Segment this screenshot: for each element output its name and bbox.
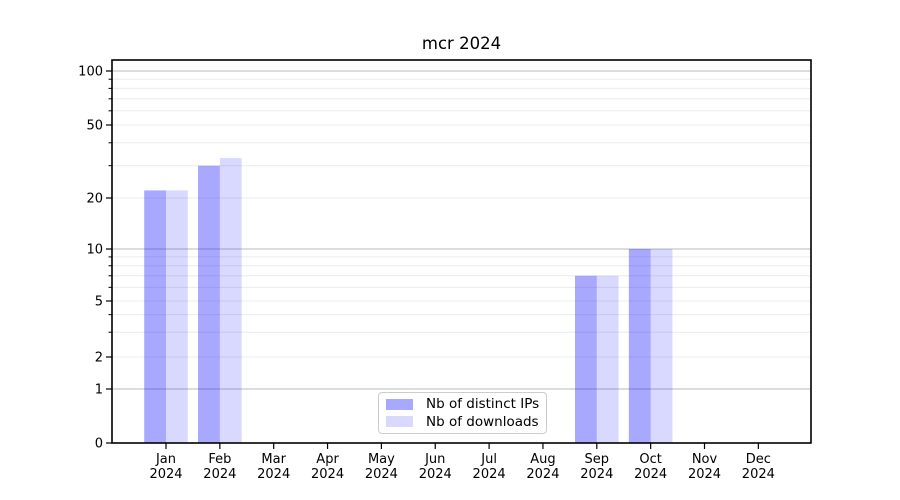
x-tick-label-month-jul: Jul xyxy=(480,452,497,467)
bar-sep-downloads xyxy=(596,275,619,443)
x-tick-label-month-jun: Jun xyxy=(424,452,445,467)
x-tick-label-month-may: May xyxy=(368,452,395,467)
legend-swatch-downloads-icon xyxy=(386,416,413,428)
y-tick-label-20: 20 xyxy=(86,192,103,207)
legend-label-distinct-ips: Nb of distinct IPs xyxy=(426,396,540,413)
y-tick-label-2: 2 xyxy=(95,351,103,366)
x-tick-label-month-apr: Apr xyxy=(316,452,339,467)
legend: Nb of distinct IPs Nb of downloads xyxy=(378,392,547,434)
x-tick-label-year-feb: 2024 xyxy=(203,467,236,482)
x-tick-label-year-mar: 2024 xyxy=(257,467,290,482)
legend-entry-downloads: Nb of downloads xyxy=(379,413,546,430)
bar-oct-distinct-ips xyxy=(628,249,651,443)
x-tick-label-year-jun: 2024 xyxy=(419,467,452,482)
y-tick-label-0: 0 xyxy=(95,437,103,452)
x-tick-label-month-mar: Mar xyxy=(261,452,286,467)
x-tick-label-month-sep: Sep xyxy=(585,452,610,467)
x-tick-label-year-nov: 2024 xyxy=(688,467,721,482)
chart-title: mcr 2024 xyxy=(421,34,502,53)
x-tick-label-year-may: 2024 xyxy=(365,467,398,482)
bar-jan-downloads xyxy=(166,190,188,443)
legend-label-downloads: Nb of downloads xyxy=(426,413,539,430)
x-tick-label-year-sep: 2024 xyxy=(580,467,613,482)
x-tick-label-year-oct: 2024 xyxy=(634,467,667,482)
x-tick-label-month-aug: Aug xyxy=(530,452,555,467)
y-tick-label-1: 1 xyxy=(95,383,103,398)
x-tick-label-year-aug: 2024 xyxy=(526,467,559,482)
y-tick-label-5: 5 xyxy=(95,295,103,310)
legend-swatch-distinct-ips-icon xyxy=(386,398,413,410)
y-tick-label-50: 50 xyxy=(86,119,103,134)
x-tick-label-month-jan: Jan xyxy=(155,452,176,467)
x-tick-label-month-feb: Feb xyxy=(208,452,231,467)
y-tick-label-10: 10 xyxy=(86,243,103,258)
axes-spines xyxy=(111,59,812,444)
x-tick-label-year-jan: 2024 xyxy=(149,467,182,482)
x-tick-label-year-apr: 2024 xyxy=(311,467,344,482)
x-tick-label-month-dec: Dec xyxy=(746,452,771,467)
x-tick-label-month-nov: Nov xyxy=(692,452,718,467)
bar-feb-downloads xyxy=(219,158,242,444)
bar-feb-distinct-ips xyxy=(198,165,220,443)
x-tick-label-year-dec: 2024 xyxy=(742,467,775,482)
bar-sep-distinct-ips xyxy=(575,275,597,443)
bar-jan-distinct-ips xyxy=(144,190,166,443)
x-tick-label-month-oct: Oct xyxy=(639,452,661,467)
legend-entry-distinct-ips: Nb of distinct IPs xyxy=(379,396,546,413)
bar-oct-downloads xyxy=(650,249,673,443)
y-tick-label-100: 100 xyxy=(78,65,103,80)
x-tick-label-year-jul: 2024 xyxy=(473,467,506,482)
